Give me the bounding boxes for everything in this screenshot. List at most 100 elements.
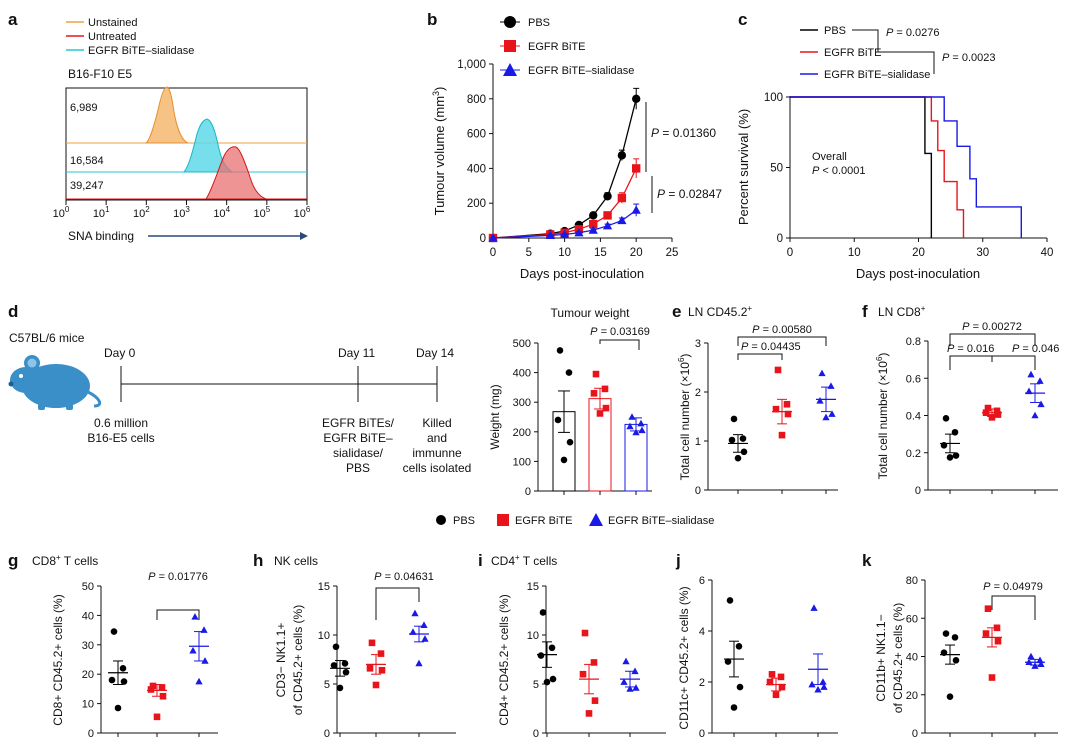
treatment-line-3: sialidase/ <box>333 446 384 460</box>
legend2-sialidase-marker <box>589 513 603 526</box>
data-point <box>537 652 545 659</box>
data-point <box>626 422 634 430</box>
data-point <box>159 692 167 700</box>
data-point <box>114 704 122 712</box>
data-point <box>730 704 738 711</box>
g-bracket <box>156 609 200 620</box>
data-point <box>638 426 646 434</box>
b-point <box>603 211 612 220</box>
i-title: CD4+ T cells <box>491 553 557 568</box>
data-point <box>827 382 835 389</box>
data-point <box>549 675 557 683</box>
panel-label-d: d <box>8 302 18 321</box>
h-yticks-label: 5 <box>324 679 330 691</box>
data-point <box>819 678 827 685</box>
f-yticks-label: 0.8 <box>906 336 921 348</box>
legend2-pbs-marker <box>436 515 446 525</box>
c-curve-2 <box>790 96 1022 238</box>
a-tick-label: 106 <box>294 205 311 220</box>
b-point <box>574 227 584 237</box>
j-yticks-label: 4 <box>699 626 705 638</box>
data-point <box>565 369 573 376</box>
e-title: LN CD45.2+ <box>688 304 752 319</box>
b-point <box>617 151 627 160</box>
count-sialidase: 16,584 <box>70 155 104 167</box>
data-point <box>592 370 600 378</box>
histogram-x-ticks: 100 101 102 103 104 105 106 <box>53 200 311 220</box>
a-tick-label: 103 <box>173 205 190 220</box>
g-yticks-label: 30 <box>82 640 94 652</box>
c-p2: P = 0.0023 <box>942 52 996 64</box>
k-p: P = 0.04979 <box>983 581 1043 593</box>
data-point <box>783 400 791 408</box>
panel-h: h NK cells 0 5 10 15 CD3− NK1.1+ of CD45.2+… <box>253 551 456 740</box>
panel-label-k: k <box>862 551 872 570</box>
f-yticks-label: 0.6 <box>906 373 921 385</box>
group-legend: PBS EGFR BiTE EGFR BiTE–sialidase <box>436 513 714 527</box>
histogram-xlabel: SNA binding <box>68 229 134 243</box>
mouse-icon <box>8 355 102 410</box>
a-tick-label: 100 <box>53 205 70 220</box>
b-point <box>632 164 641 173</box>
c-yticks-label: 50 <box>770 163 783 175</box>
data-point <box>585 710 593 717</box>
e-bracket-mid <box>737 353 783 360</box>
tw-y-ticks: 0 100 200 300 400 500 <box>513 338 538 498</box>
b-point <box>559 229 570 239</box>
b-point <box>589 219 598 229</box>
data-point <box>1036 656 1044 664</box>
data-point <box>982 630 990 637</box>
killed-line-3: immunne <box>412 446 462 460</box>
panel-g: g CD8+ T cells 0 10 20 30 40 50 CD8+ CD45.2+ … <box>8 551 218 740</box>
c-overall: Overall <box>812 151 847 163</box>
data-point <box>1025 658 1033 666</box>
g-y-ticks: 0 10 20 30 40 50 <box>82 581 101 740</box>
i-yticks-label: 10 <box>527 630 539 642</box>
c-xticks-label: 20 <box>912 247 925 259</box>
data-point <box>739 435 747 442</box>
data-point <box>626 685 634 692</box>
e-yticks-label: 0 <box>695 485 701 497</box>
count-unstained: 6,989 <box>70 102 98 114</box>
b-point <box>589 211 598 220</box>
data-point <box>191 613 199 620</box>
h-y-ticks: 0 5 10 15 <box>318 581 337 740</box>
histogram-sialidase <box>182 118 234 173</box>
data-point <box>415 659 423 667</box>
c-bracket-1b <box>877 42 882 53</box>
data-point <box>984 605 992 612</box>
e-yticks-label: 2 <box>695 387 701 399</box>
a-tick-label: 101 <box>93 205 110 220</box>
killed-line-1: Killed <box>422 416 451 430</box>
g-yticks-label: 0 <box>88 728 94 740</box>
data-point <box>200 626 208 633</box>
legend2-bite-marker <box>497 514 509 526</box>
data-point <box>814 685 822 693</box>
e-yticks-label: 3 <box>695 338 701 350</box>
count-untreated: 39,247 <box>70 180 104 192</box>
c-bracket-2a <box>882 51 935 66</box>
data-point <box>994 637 1002 645</box>
panel-label-c: c <box>738 10 747 29</box>
b-point <box>488 233 498 242</box>
b-p2: P = 0.02847 <box>657 187 722 201</box>
treatment-line-2: EGFR BiTE– <box>323 431 393 445</box>
data-point <box>378 666 386 674</box>
i-yticks-label: 15 <box>527 581 539 593</box>
data-point <box>1037 400 1045 408</box>
h-yticks-label: 10 <box>318 630 330 642</box>
e-ylabel: Total cell number (×106) <box>677 354 692 481</box>
histogram-unstained <box>144 86 189 144</box>
f-bracket-top <box>949 333 1036 346</box>
panel-label-j: j <box>675 551 681 570</box>
j-yticks-label: 6 <box>699 575 705 587</box>
data-point <box>822 413 830 421</box>
data-point <box>560 456 568 464</box>
f-bracket-right <box>991 355 1036 370</box>
c-legend-bite: EGFR BiTE <box>824 47 881 59</box>
j-y-ticks: 0 2 4 6 <box>699 575 712 740</box>
tw-bracket <box>599 339 640 350</box>
b-yticks-label: 1,000 <box>457 59 486 71</box>
panel-label-i: i <box>478 551 483 570</box>
